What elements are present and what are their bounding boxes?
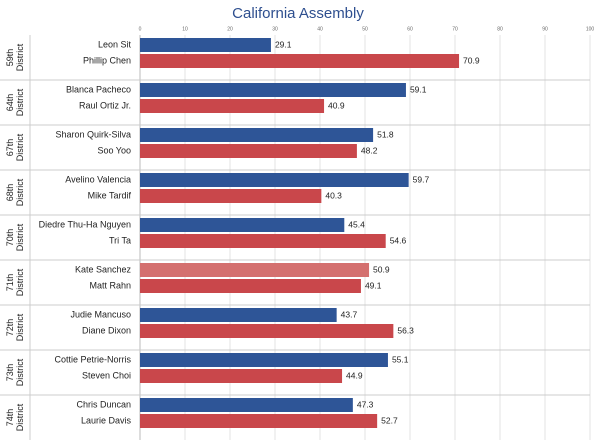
- category-label: Phillip Chen: [83, 55, 131, 65]
- value-label: 50.9: [373, 264, 390, 274]
- category-label: Raul Ortiz Jr.: [79, 100, 131, 110]
- chart-title: California Assembly: [232, 5, 364, 22]
- bar: [140, 414, 378, 428]
- category-label: Steven Choi: [82, 370, 131, 380]
- district-cell: 70th District: [5, 223, 25, 252]
- category-label: Diane Dixon: [82, 325, 131, 335]
- category-label: Soo Yoo: [97, 145, 131, 155]
- bar: [140, 128, 374, 142]
- category-label: Avelino Valencia: [65, 174, 131, 184]
- bar: [140, 173, 409, 187]
- x-tick-label: 20: [227, 26, 233, 32]
- category-label: Sharon Quirk-Silva: [55, 129, 131, 139]
- x-tick-label: 0: [139, 26, 142, 32]
- value-label: 59.7: [413, 174, 430, 184]
- bar: [140, 324, 394, 338]
- bar: [140, 234, 386, 248]
- x-tick-label: 60: [407, 26, 413, 32]
- value-label: 54.6: [390, 235, 407, 245]
- category-label: Mike Tardif: [88, 190, 132, 200]
- value-label: 52.7: [381, 415, 398, 425]
- value-label: 56.3: [397, 325, 414, 335]
- value-label: 45.4: [348, 219, 365, 229]
- district-cell: 59th District: [5, 43, 25, 72]
- bar: [140, 218, 345, 232]
- value-label: 43.7: [341, 309, 358, 319]
- category-label: Cottie Petrie-Norris: [54, 354, 131, 364]
- district-cell: 67th District: [5, 133, 25, 162]
- district-cell: 74th District: [5, 403, 25, 432]
- x-tick-label: 90: [542, 26, 548, 32]
- district-label: 74th District: [5, 403, 25, 432]
- bar: [140, 99, 325, 113]
- district-label: 67th District: [5, 133, 25, 162]
- bar: [140, 263, 370, 277]
- value-label: 40.3: [325, 190, 342, 200]
- bar: [140, 398, 353, 412]
- category-label: Blanca Pacheco: [66, 84, 131, 94]
- value-label: 48.2: [361, 145, 378, 155]
- bar: [140, 189, 322, 203]
- x-tick-label: 80: [497, 26, 503, 32]
- x-tick-label: 30: [272, 26, 278, 32]
- bar: [140, 83, 406, 97]
- value-label: 55.1: [392, 354, 409, 364]
- district-label: 64th District: [5, 88, 25, 117]
- bar: [140, 308, 337, 322]
- district-cell: 64th District: [5, 88, 25, 117]
- value-label: 59.1: [410, 84, 427, 94]
- category-label: Diedre Thu-Ha Nguyen: [39, 219, 131, 229]
- category-label: Tri Ta: [109, 235, 131, 245]
- district-cell: 72th District: [5, 313, 25, 342]
- district-label: 71th District: [5, 268, 25, 297]
- category-label: Matt Rahn: [89, 280, 131, 290]
- district-label: 70th District: [5, 223, 25, 252]
- category-label: Leon Sit: [98, 39, 132, 49]
- value-label: 44.9: [346, 370, 363, 380]
- bar: [140, 369, 343, 383]
- value-label: 47.3: [357, 399, 374, 409]
- category-label: Kate Sanchez: [75, 264, 132, 274]
- bar: [140, 38, 271, 52]
- value-label: 51.8: [377, 129, 394, 139]
- category-label: Chris Duncan: [76, 399, 131, 409]
- district-label: 68th District: [5, 178, 25, 207]
- district-cell: 71th District: [5, 268, 25, 297]
- category-label: Judie Mancuso: [70, 309, 131, 319]
- x-tick-label: 100: [586, 26, 595, 32]
- value-label: 49.1: [365, 280, 382, 290]
- district-label: 73th District: [5, 358, 25, 387]
- district-cell: 68th District: [5, 178, 25, 207]
- district-label: 59th District: [5, 43, 25, 72]
- bar: [140, 353, 388, 367]
- x-tick-label: 70: [452, 26, 458, 32]
- x-tick-label: 50: [362, 26, 368, 32]
- category-label: Laurie Davis: [81, 415, 132, 425]
- bar: [140, 279, 361, 293]
- x-tick-label: 40: [317, 26, 323, 32]
- bar: [140, 144, 357, 158]
- x-tick-label: 10: [182, 26, 188, 32]
- district-cell: 73th District: [5, 358, 25, 387]
- value-label: 40.9: [328, 100, 345, 110]
- district-label: 72th District: [5, 313, 25, 342]
- value-label: 29.1: [275, 39, 292, 49]
- bar: [140, 54, 460, 68]
- value-label: 70.9: [463, 55, 480, 65]
